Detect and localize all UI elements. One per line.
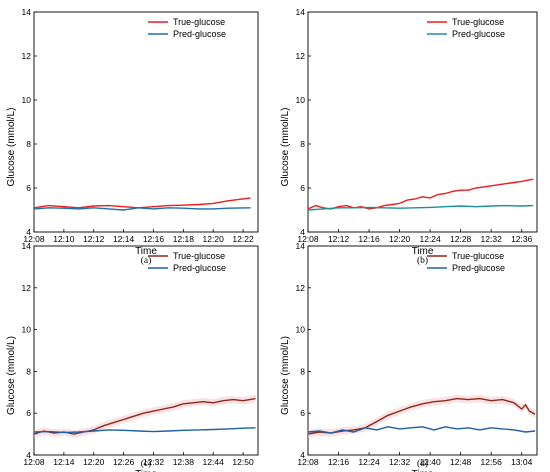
legend-label: Pred-glucose bbox=[173, 29, 226, 39]
plot-frame bbox=[307, 11, 538, 233]
y-tick-label: 6 bbox=[300, 183, 305, 193]
y-tick-label: 6 bbox=[26, 408, 31, 418]
y-tick-label: 8 bbox=[26, 139, 31, 149]
y-axis-label: Glucose (mmol/L) bbox=[280, 108, 291, 187]
x-tick-label: 12:28 bbox=[450, 234, 472, 244]
true-glucose-line bbox=[33, 397, 256, 435]
x-tick-label: 12:16 bbox=[358, 234, 380, 244]
x-tick-label: 13:04 bbox=[511, 457, 533, 467]
y-tick-label: 14 bbox=[22, 241, 32, 251]
legend-label: True-glucose bbox=[173, 17, 225, 27]
y-tick-label: 10 bbox=[296, 325, 306, 335]
legend-label: True-glucose bbox=[452, 251, 504, 261]
x-tick-label: 12:48 bbox=[450, 457, 472, 467]
y-tick-label: 12 bbox=[22, 51, 32, 61]
x-tick-label: 12:50 bbox=[232, 457, 254, 467]
panel-caption: (d) bbox=[417, 458, 428, 469]
legend-label: True-glucose bbox=[173, 251, 225, 261]
y-tick-label: 12 bbox=[296, 283, 306, 293]
y-tick-label: 6 bbox=[26, 183, 31, 193]
y-tick-label: 12 bbox=[22, 283, 32, 293]
x-tick-label: 12:18 bbox=[173, 234, 195, 244]
x-tick-label: 12:26 bbox=[113, 457, 135, 467]
x-tick-label: 12:08 bbox=[23, 457, 45, 467]
x-tick-label: 12:20 bbox=[83, 457, 105, 467]
pred-glucose-line bbox=[33, 207, 251, 211]
x-tick-label: 12:12 bbox=[328, 234, 350, 244]
true-glucose-band bbox=[34, 394, 256, 438]
x-tick-label: 12:16 bbox=[328, 457, 350, 467]
y-tick-label: 4 bbox=[300, 450, 305, 460]
y-tick-label: 8 bbox=[26, 366, 31, 376]
true-glucose-line bbox=[307, 397, 536, 435]
panel-caption: (a) bbox=[141, 255, 152, 266]
true-glucose-line bbox=[33, 197, 251, 209]
x-axis-label: Time bbox=[135, 469, 157, 472]
y-tick-label: 4 bbox=[26, 227, 31, 237]
y-tick-label: 10 bbox=[22, 325, 32, 335]
y-tick-label: 14 bbox=[296, 7, 306, 17]
x-tick-label: 12:32 bbox=[481, 234, 503, 244]
y-tick-label: 6 bbox=[300, 408, 305, 418]
x-tick-label: 12:44 bbox=[203, 457, 225, 467]
plot-frame bbox=[33, 245, 259, 456]
x-tick-label: 12:08 bbox=[297, 457, 319, 467]
legend-label: Pred-glucose bbox=[452, 263, 505, 273]
y-tick-label: 14 bbox=[22, 7, 32, 17]
plot-frame bbox=[307, 245, 538, 456]
panel-caption: (b) bbox=[417, 255, 428, 266]
y-tick-label: 4 bbox=[300, 227, 305, 237]
x-tick-label: 12:22 bbox=[232, 234, 254, 244]
x-tick-label: 12:16 bbox=[143, 234, 165, 244]
pred-glucose-line bbox=[307, 426, 536, 434]
y-tick-label: 14 bbox=[296, 241, 306, 251]
x-tick-label: 12:32 bbox=[389, 457, 411, 467]
x-axis-label: Time bbox=[412, 246, 434, 257]
true-glucose-line bbox=[307, 178, 534, 210]
x-tick-label: 12:56 bbox=[481, 457, 503, 467]
y-axis-label: Glucose (mmol/L) bbox=[280, 336, 291, 415]
pred-glucose-line bbox=[307, 204, 534, 211]
x-tick-label: 12:10 bbox=[53, 234, 75, 244]
chart-panel-d: 4 6 8 10 12 14 12:08 12:16 12:24 12:32 12:40 12:48 1… bbox=[280, 241, 538, 472]
x-tick-label: 12:20 bbox=[203, 234, 225, 244]
x-tick-label: 12:08 bbox=[23, 234, 45, 244]
x-tick-label: 12:32 bbox=[143, 457, 165, 467]
pred-glucose-line bbox=[33, 427, 256, 434]
legend-label: Pred-glucose bbox=[452, 29, 505, 39]
chart-panel-c: 4 6 8 10 12 14 12:08 12:14 12:20 12:26 12:32 12:38 1… bbox=[6, 241, 259, 472]
x-tick-label: 12:14 bbox=[113, 234, 135, 244]
legend-label: Pred-glucose bbox=[173, 263, 226, 273]
x-tick-label: 12:40 bbox=[419, 457, 441, 467]
true-glucose-band bbox=[308, 394, 536, 438]
y-tick-label: 8 bbox=[300, 366, 305, 376]
x-axis-label: Time bbox=[412, 469, 434, 472]
x-tick-label: 12:36 bbox=[511, 234, 533, 244]
x-tick-label: 12:38 bbox=[173, 457, 195, 467]
x-tick-label: 12:12 bbox=[83, 234, 105, 244]
y-tick-label: 10 bbox=[296, 95, 306, 105]
y-tick-label: 4 bbox=[26, 450, 31, 460]
y-axis-label: Glucose (mmol/L) bbox=[6, 108, 17, 187]
x-tick-label: 12:24 bbox=[358, 457, 380, 467]
x-tick-label: 12:08 bbox=[297, 234, 319, 244]
y-tick-label: 12 bbox=[296, 51, 306, 61]
y-tick-label: 8 bbox=[300, 139, 305, 149]
x-axis-label: Time bbox=[135, 246, 157, 257]
legend-label: True-glucose bbox=[452, 17, 504, 27]
y-axis-label: Glucose (mmol/L) bbox=[6, 336, 17, 415]
x-tick-label: 12:24 bbox=[419, 234, 441, 244]
plot-frame bbox=[33, 11, 259, 233]
x-tick-label: 12:20 bbox=[389, 234, 411, 244]
y-tick-label: 10 bbox=[22, 95, 32, 105]
x-tick-label: 12:14 bbox=[53, 457, 75, 467]
panel-caption: (c) bbox=[141, 458, 152, 469]
